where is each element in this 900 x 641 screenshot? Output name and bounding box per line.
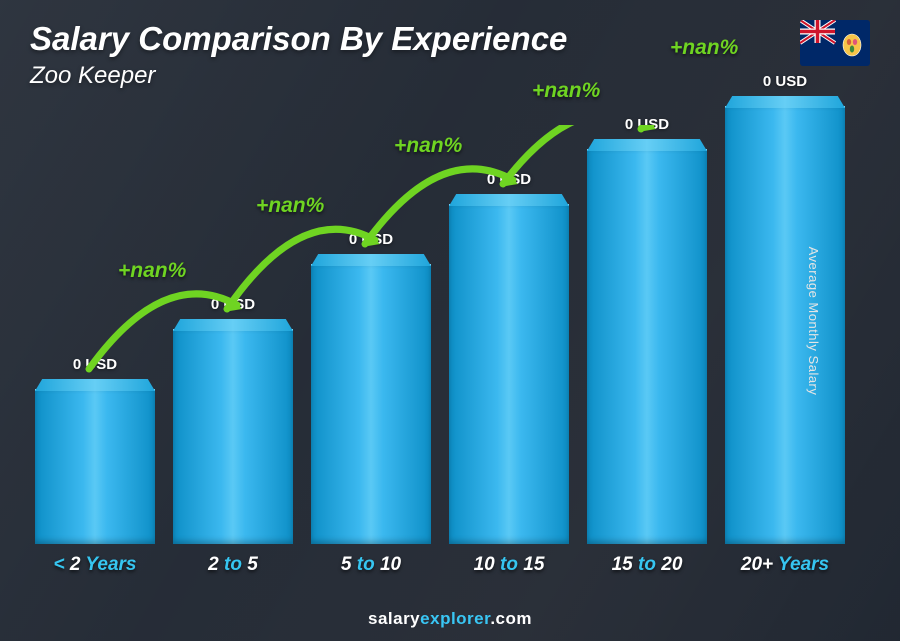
bar-group: 0 USD 2 to 5: [173, 296, 293, 576]
bar-category-label: 20+ Years: [741, 554, 829, 576]
bar-category-label: < 2 Years: [54, 554, 137, 576]
increase-label: +nan%: [394, 134, 462, 158]
bar: [173, 329, 293, 544]
bar: [311, 264, 431, 544]
increase-label: +nan%: [118, 259, 186, 283]
country-flag-icon: [800, 20, 870, 66]
bar-value-label: 0 USD: [763, 73, 807, 90]
footer-brand: salaryexplorer.com: [0, 609, 900, 629]
brand-post: .com: [490, 609, 532, 628]
bar-value-label: 0 USD: [625, 116, 669, 133]
y-axis-label: Average Monthly Salary: [806, 246, 821, 395]
bar-category-label: 5 to 10: [341, 554, 401, 576]
bar: [587, 149, 707, 544]
bar-category-label: 15 to 20: [612, 554, 683, 576]
bar-group: 0 USD < 2 Years: [35, 356, 155, 576]
bar-value-label: 0 USD: [211, 296, 255, 313]
bar-value-label: 0 USD: [349, 231, 393, 248]
page-subtitle: Zoo Keeper: [30, 62, 567, 90]
increase-label: +nan%: [532, 79, 600, 103]
bar-category-label: 10 to 15: [474, 554, 545, 576]
bar-group: 0 USD 5 to 10: [311, 231, 431, 576]
bar: [449, 204, 569, 544]
bar-group: 0 USD 20+ Years: [725, 73, 845, 576]
bar: [725, 106, 845, 544]
bar-value-label: 0 USD: [487, 171, 531, 188]
bar: [35, 389, 155, 544]
bar-chart: 0 USD< 2 Years0 USD2 to 50 USD5 to 100 U…: [30, 125, 850, 576]
brand-mid: explorer: [420, 609, 490, 628]
increase-label: +nan%: [256, 194, 324, 218]
bar-group: 0 USD 15 to 20: [587, 116, 707, 576]
increase-label: +nan%: [670, 36, 738, 60]
bar-category-label: 2 to 5: [208, 554, 258, 576]
brand-pre: salary: [368, 609, 420, 628]
bar-group: 0 USD 10 to 15: [449, 171, 569, 576]
page-title: Salary Comparison By Experience: [30, 20, 567, 58]
header: Salary Comparison By Experience Zoo Keep…: [30, 20, 567, 90]
bar-value-label: 0 USD: [73, 356, 117, 373]
